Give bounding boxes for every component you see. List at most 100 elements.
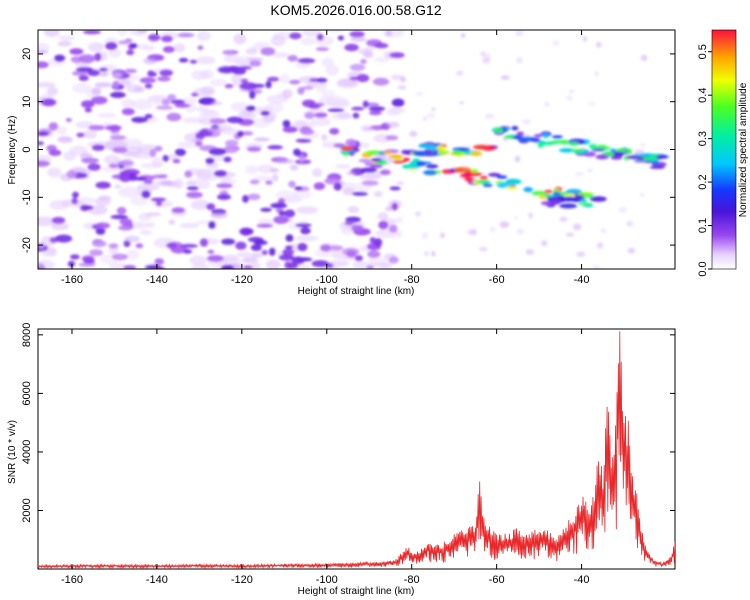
spectrogram-cell-38: [126, 138, 143, 148]
spectrogram-cell-679: [600, 228, 607, 234]
spectrogram-cell-428: [241, 131, 254, 136]
spectrogram-cell-511: [144, 264, 162, 269]
spectrogram-cell-130: [136, 43, 148, 50]
spectrogram-cell-596: [242, 265, 253, 269]
spectrogram-cell-349: [171, 207, 186, 214]
spectrogram-cell-213: [56, 125, 68, 136]
spectrogram-cell-440: [316, 33, 324, 41]
spectrogram-cell-99: [74, 196, 97, 206]
spectrogram-cell-107: [311, 168, 323, 178]
colorbar-tick-label: 0.4: [697, 88, 709, 103]
spectrogram-cell-330: [69, 48, 84, 55]
spectrogram-cell-143: [250, 262, 261, 269]
spectrogram-cell-238: [117, 30, 128, 36]
spectrogram-cell-665: [484, 113, 495, 119]
spectrogram-cell-344: [385, 30, 393, 37]
spectrogram-cell-827: [537, 142, 544, 148]
spectrogram-cell-645: [414, 211, 422, 217]
spectrogram-cell-667: [478, 246, 488, 252]
spectrogram-cell-378: [349, 31, 365, 38]
spectrogram-y-label: Frequency (Hz): [7, 116, 18, 185]
spectrogram-cell-311: [289, 164, 299, 171]
spectrogram-cell-385: [191, 92, 199, 97]
spectrogram-cell-722: [365, 150, 383, 155]
spectrogram-cell-634: [576, 251, 586, 257]
spectrogram-cell-752: [477, 179, 491, 184]
spectrogram-cell-503: [48, 122, 59, 131]
spectrogram-cell-516: [235, 241, 247, 250]
spectrogram-cell-252: [237, 110, 256, 121]
spectrogram-cell-57: [335, 163, 351, 170]
spectrogram-cell-149: [386, 108, 401, 117]
spectrogram-cell-514: [223, 50, 235, 56]
spectrogram-cell-305: [265, 180, 273, 185]
spectrogram-cell-135: [299, 37, 315, 46]
spectrogram-cell-545: [38, 131, 50, 137]
spectrogram-y-ticks: -20 -10 0 10 20: [21, 48, 675, 253]
spectrogram-cell-433: [386, 121, 400, 128]
spectrogram-cell-835: [615, 148, 632, 152]
spectrogram-cell-364: [170, 99, 186, 105]
spectrogram-cell-255: [230, 102, 250, 112]
spectrogram-cell-531: [83, 259, 96, 264]
spectrogram-cell-540: [288, 180, 296, 188]
spectrogram-cell-131: [341, 182, 357, 191]
spectrogram-cell-595: [239, 82, 258, 90]
spectrogram-cell-712: [392, 160, 406, 164]
spectrogram-cell-243: [321, 89, 337, 99]
spectrogram-cell-647: [456, 70, 464, 76]
spectrogram-cell-33: [347, 205, 359, 214]
spectrogram-cell-331: [260, 207, 272, 212]
spectrogram-cell-721: [496, 175, 508, 180]
spectrogram-cell-315: [284, 209, 296, 218]
spectrogram-cell-390: [368, 106, 386, 111]
chart-title: KOM5.2026.016.00.58.G12: [270, 2, 441, 18]
spectrogram-cell-425: [71, 197, 78, 205]
spectrogram-cell-275: [161, 98, 171, 106]
spectrogram-cell-367: [186, 186, 199, 191]
snr-y-ticks: 2000 4000 6000 8000: [21, 323, 675, 523]
spectrogram-x-label: Height of straight line (km): [298, 286, 415, 297]
spectrogram-cell-740: [531, 190, 548, 196]
spectrogram-cell-548: [373, 238, 383, 247]
spectrogram-cell-464: [145, 212, 162, 217]
spectrogram-cell-810: [511, 126, 519, 131]
spectrogram-cell-39: [294, 235, 319, 242]
spectrogram-cell-35: [108, 262, 127, 269]
spectrogram-cell-188: [38, 82, 56, 88]
spectrogram-cell-283: [160, 180, 174, 186]
spectrogram-cell-472: [154, 258, 165, 265]
spectrogram-cell-749: [577, 202, 594, 206]
colorbar-label: Normalized spectral amplitude: [738, 82, 749, 217]
spectrogram-cell-637: [574, 171, 585, 176]
spectrogram-cell-593: [108, 243, 119, 249]
spectrogram-cell-178: [357, 142, 371, 149]
spectrogram-cell-278: [83, 30, 101, 35]
spectrogram-cell-444: [172, 158, 181, 164]
spectrogram-cell-478: [260, 110, 270, 116]
snr-panel: -160 -140 -120 -100 -80 -60 -40 2000 4000 6000 80…: [7, 323, 676, 597]
spectrogram-cell-743: [402, 157, 411, 162]
spectrogram-cell-207: [51, 222, 70, 231]
spectrogram-cell-439: [221, 238, 236, 245]
spectrogram-cell-575: [111, 70, 124, 79]
spectrogram-cell-830: [625, 155, 642, 160]
y-tick-label: 0: [21, 146, 33, 152]
spectrogram-cell-615: [210, 211, 228, 219]
spectrogram-cell-594: [358, 158, 371, 163]
spectrogram-cell-236: [296, 206, 319, 214]
spectrogram-cell-547: [360, 167, 378, 173]
spectrogram-cell-467: [349, 76, 362, 81]
spectrogram-cell-140: [49, 200, 70, 210]
spectrogram-cell-745: [378, 151, 386, 155]
y-tick-label: 8000: [21, 323, 33, 347]
spectrogram-cell-683: [544, 101, 550, 107]
spectrogram-cell-519: [388, 224, 398, 233]
spectrogram-cell-460: [143, 57, 158, 65]
spectrogram-cell-377: [250, 244, 262, 252]
spectrogram-cell-581: [237, 65, 253, 70]
spectrogram-cell-23: [324, 30, 344, 33]
spectrogram-cell-245: [340, 227, 355, 236]
spectrogram-cell-590: [242, 195, 249, 203]
spectrogram-cell-402: [389, 52, 405, 58]
